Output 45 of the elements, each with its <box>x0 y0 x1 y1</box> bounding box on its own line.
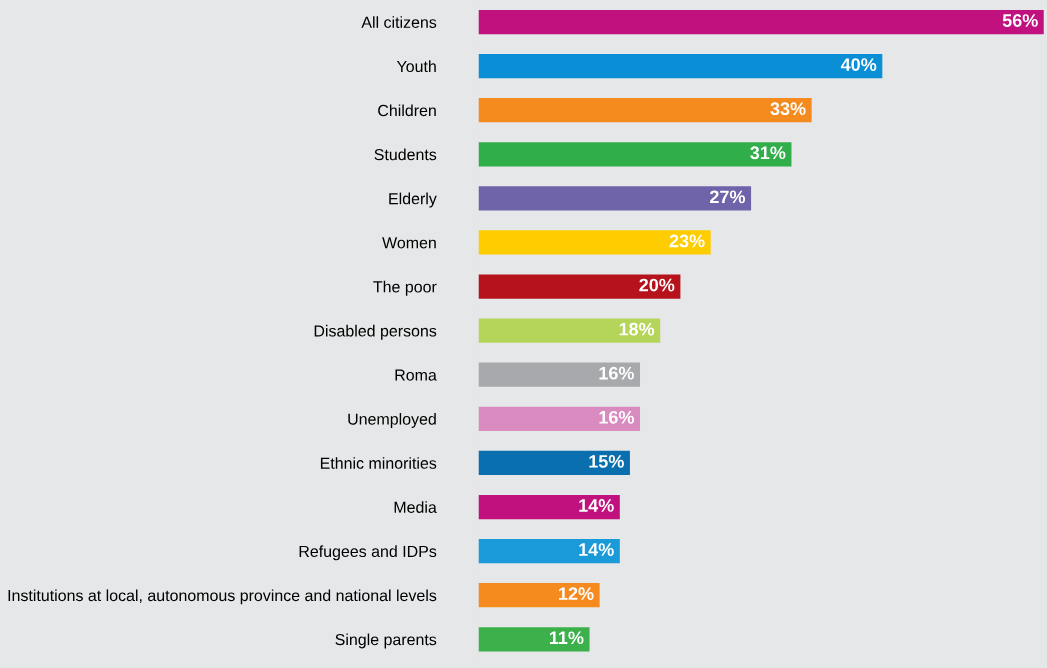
bar <box>478 583 600 608</box>
data-label: 16% <box>599 366 634 380</box>
y-tick-label: Media <box>394 501 437 513</box>
bar <box>478 186 752 211</box>
y-tick-label: Youth <box>396 60 436 73</box>
y-tick-label: Elderly <box>389 192 437 208</box>
data-label: 40% <box>840 58 877 71</box>
bar <box>478 494 620 520</box>
y-tick-label: Women <box>382 237 436 249</box>
y-tick-label: Ethnic minorities <box>320 457 437 469</box>
data-label: 33% <box>770 102 806 116</box>
data-label: 23% <box>669 234 705 248</box>
y-tick-label: The poor <box>373 280 437 296</box>
data-label: 20% <box>639 278 675 292</box>
bar <box>478 362 641 387</box>
data-label: 56% <box>1002 14 1038 27</box>
bar <box>478 142 792 167</box>
bar <box>478 54 883 79</box>
bar <box>478 627 590 652</box>
bar <box>478 98 812 123</box>
bar <box>478 538 620 564</box>
y-tick-label: Single parents <box>335 633 437 649</box>
data-label: 18% <box>619 322 655 336</box>
data-label: 11% <box>549 631 584 645</box>
data-label: 15% <box>589 455 624 468</box>
y-tick-label: Refugees and IDPs <box>299 545 437 561</box>
bar <box>478 230 711 255</box>
data-label: 12% <box>559 587 594 600</box>
y-tick-label: All citizens <box>361 16 437 28</box>
y-tick-label: Roma <box>395 369 437 381</box>
bar <box>478 9 1044 35</box>
data-label: 16% <box>599 410 634 424</box>
data-label: 31% <box>750 146 786 160</box>
bar <box>478 274 681 299</box>
bar <box>478 318 661 343</box>
data-label: 14% <box>579 543 614 556</box>
bar <box>478 450 630 476</box>
bar <box>478 406 641 431</box>
y-tick-label: Disabled persons <box>314 324 437 340</box>
y-tick-label: Students <box>374 148 437 161</box>
y-tick-label: Institutions at local, autonomous province and national levels <box>8 589 437 605</box>
data-label: 14% <box>579 499 614 512</box>
y-tick-label: Children <box>378 104 436 117</box>
data-label: 27% <box>710 190 746 204</box>
y-tick-label: Unemployed <box>348 413 436 428</box>
